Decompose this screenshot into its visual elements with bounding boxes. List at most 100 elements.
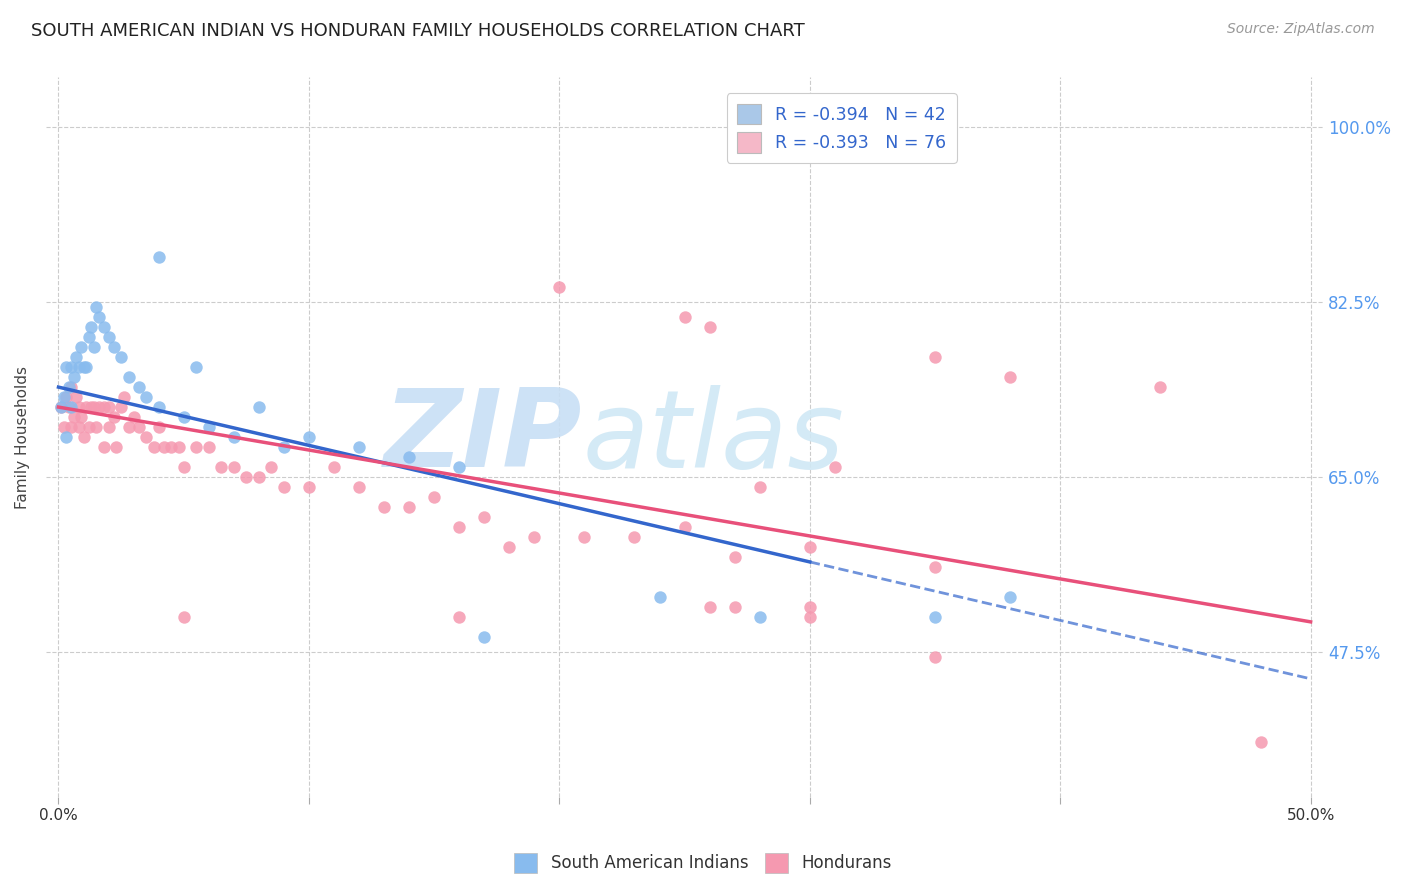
Point xyxy=(77,330,100,344)
Point xyxy=(97,330,120,344)
Point xyxy=(209,460,232,475)
Point xyxy=(260,460,283,475)
Point xyxy=(449,460,471,475)
Point xyxy=(423,490,446,504)
Point xyxy=(58,400,80,414)
Point xyxy=(128,380,150,394)
Point xyxy=(186,440,208,454)
Point xyxy=(58,380,80,394)
Point xyxy=(110,400,132,414)
Point xyxy=(93,440,115,454)
Point xyxy=(60,360,83,375)
Point xyxy=(135,430,157,444)
Point xyxy=(55,390,77,404)
Point xyxy=(83,400,105,414)
Point xyxy=(724,599,747,614)
Point xyxy=(167,440,190,454)
Point xyxy=(197,420,219,434)
Point xyxy=(110,350,132,364)
Point xyxy=(117,370,139,384)
Point xyxy=(222,460,245,475)
Point xyxy=(84,420,107,434)
Point xyxy=(103,410,125,425)
Point xyxy=(449,610,471,624)
Point xyxy=(648,590,671,604)
Point xyxy=(273,440,295,454)
Point xyxy=(49,400,72,414)
Point xyxy=(748,610,770,624)
Text: SOUTH AMERICAN INDIAN VS HONDURAN FAMILY HOUSEHOLDS CORRELATION CHART: SOUTH AMERICAN INDIAN VS HONDURAN FAMILY… xyxy=(31,22,804,40)
Point xyxy=(49,400,72,414)
Point xyxy=(673,310,696,325)
Point xyxy=(574,530,596,544)
Point xyxy=(67,360,90,375)
Point xyxy=(924,350,946,364)
Point xyxy=(62,410,84,425)
Point xyxy=(998,590,1021,604)
Point xyxy=(70,410,93,425)
Point xyxy=(924,610,946,624)
Point xyxy=(142,440,165,454)
Point xyxy=(924,560,946,574)
Point xyxy=(55,360,77,375)
Point xyxy=(298,480,321,494)
Point xyxy=(67,400,90,414)
Point xyxy=(55,430,77,444)
Point xyxy=(65,390,87,404)
Point xyxy=(72,430,94,444)
Point xyxy=(148,400,170,414)
Point xyxy=(93,400,115,414)
Point xyxy=(298,430,321,444)
Point xyxy=(135,390,157,404)
Point xyxy=(75,360,97,375)
Point xyxy=(60,380,83,394)
Point xyxy=(62,370,84,384)
Point xyxy=(72,360,94,375)
Point xyxy=(748,480,770,494)
Point xyxy=(80,400,103,414)
Point xyxy=(824,460,846,475)
Point xyxy=(160,440,183,454)
Point xyxy=(235,470,257,484)
Point xyxy=(548,280,571,294)
Point xyxy=(52,390,75,404)
Point xyxy=(60,400,83,414)
Point xyxy=(70,340,93,354)
Point xyxy=(105,440,128,454)
Point xyxy=(222,430,245,444)
Point xyxy=(122,410,145,425)
Point xyxy=(998,370,1021,384)
Point xyxy=(347,480,370,494)
Point xyxy=(699,320,721,334)
Point xyxy=(673,520,696,534)
Point xyxy=(65,350,87,364)
Point xyxy=(323,460,346,475)
Point xyxy=(60,420,83,434)
Point xyxy=(472,510,495,524)
Point xyxy=(398,450,420,464)
Point xyxy=(84,300,107,314)
Point xyxy=(97,400,120,414)
Text: Source: ZipAtlas.com: Source: ZipAtlas.com xyxy=(1227,22,1375,37)
Legend: R = -0.394   N = 42, R = -0.393   N = 76: R = -0.394 N = 42, R = -0.393 N = 76 xyxy=(727,94,957,163)
Point xyxy=(498,540,520,554)
Point xyxy=(112,390,135,404)
Point xyxy=(77,420,100,434)
Point xyxy=(75,400,97,414)
Point xyxy=(799,610,821,624)
Point xyxy=(52,420,75,434)
Point xyxy=(148,420,170,434)
Point xyxy=(247,470,270,484)
Point xyxy=(173,410,195,425)
Point xyxy=(449,520,471,534)
Point xyxy=(523,530,546,544)
Y-axis label: Family Households: Family Households xyxy=(15,366,30,508)
Point xyxy=(699,599,721,614)
Point xyxy=(80,320,103,334)
Point xyxy=(273,480,295,494)
Point xyxy=(128,420,150,434)
Point xyxy=(173,460,195,475)
Point xyxy=(186,360,208,375)
Point xyxy=(67,420,90,434)
Text: atlas: atlas xyxy=(582,384,844,490)
